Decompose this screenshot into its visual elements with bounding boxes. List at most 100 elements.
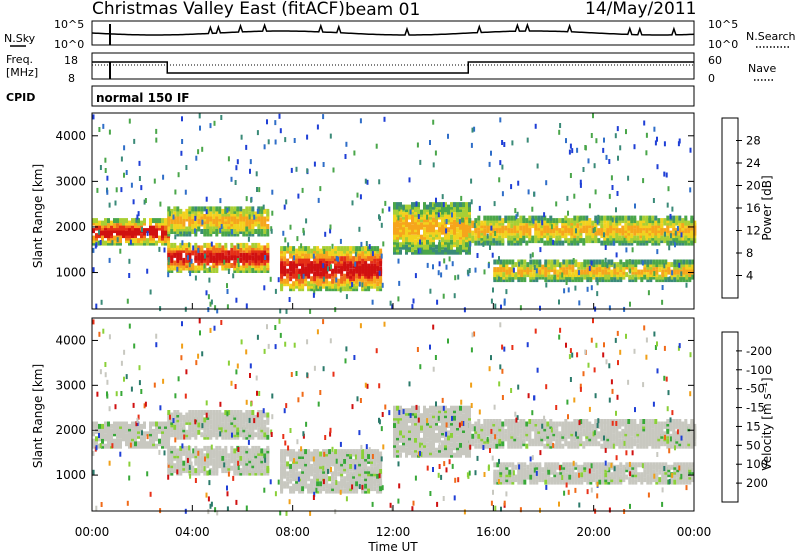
- power-noise-cell: [358, 226, 361, 232]
- power-cell: [673, 277, 677, 283]
- velocity-cell: [289, 478, 293, 484]
- power-cell: [263, 216, 267, 222]
- power-cell: [499, 262, 503, 268]
- power-cell: [355, 273, 359, 279]
- power-noise-cell: [287, 242, 290, 248]
- power-noise-cell: [130, 182, 133, 188]
- power-cell: [215, 229, 219, 234]
- power-noise-cell: [249, 168, 251, 174]
- power-noise-cell: [185, 165, 188, 170]
- power-cell: [149, 225, 152, 231]
- power-noise-cell: [447, 133, 449, 139]
- velocity-cell: [212, 410, 216, 415]
- power-noise-cell: [269, 276, 272, 282]
- power-cell: [414, 234, 417, 240]
- power-cell: [337, 278, 341, 284]
- power-noise-cell: [213, 120, 216, 126]
- power-noise-cell: [380, 253, 383, 259]
- power-cell: [537, 215, 541, 221]
- power-cell: [666, 235, 670, 241]
- power-cell: [399, 217, 402, 223]
- velocity-cell: [414, 442, 417, 448]
- power-noise-cell: [248, 214, 251, 220]
- power-cell: [688, 262, 692, 268]
- power-noise-cell: [492, 287, 494, 293]
- power-cell: [233, 250, 237, 256]
- power-noise-cell: [569, 143, 572, 149]
- power-noise-cell: [279, 128, 282, 134]
- velocity-cell: [167, 410, 171, 415]
- power-cell: [540, 215, 544, 221]
- power-noise-cell: [416, 142, 419, 148]
- power-noise-cell: [245, 144, 248, 150]
- power-cell: [361, 266, 365, 272]
- power-cell: [441, 217, 444, 223]
- power-cell: [257, 216, 261, 222]
- power-noise-cell: [663, 171, 666, 177]
- velocity-cell: [254, 432, 258, 438]
- power-cell: [511, 259, 515, 265]
- power-cell: [155, 218, 158, 224]
- power-noise-cell: [426, 262, 429, 268]
- power-cell: [553, 262, 557, 268]
- power-noise-cell: [572, 258, 575, 263]
- velocity-cell: [143, 431, 146, 437]
- power-cell: [591, 233, 595, 239]
- power-noise-cell: [220, 224, 223, 229]
- velocity-cell: [423, 405, 426, 411]
- power-cell: [396, 227, 399, 233]
- power-noise-cell: [383, 116, 386, 122]
- velocity-cell: [328, 449, 332, 455]
- power-noise-cell: [669, 233, 672, 239]
- velocity-cell: [435, 418, 438, 424]
- power-cell: [310, 253, 314, 259]
- power-cell: [176, 260, 180, 266]
- power-noise-cell: [529, 253, 532, 259]
- velocity-cell: [328, 468, 332, 474]
- power-cell: [266, 263, 270, 268]
- power-noise-cell: [375, 143, 378, 149]
- power-noise-cell: [235, 297, 238, 303]
- power-cell: [523, 259, 527, 265]
- power-cell: [649, 259, 653, 265]
- power-cell: [456, 202, 459, 208]
- power-cell: [444, 202, 447, 208]
- velocity-cell: [131, 441, 134, 447]
- velocity-cell: [236, 422, 240, 428]
- power-cell: [224, 255, 228, 261]
- power-cell: [248, 211, 252, 217]
- power-cell: [585, 215, 589, 221]
- power-cell: [355, 261, 359, 267]
- power-cell: [492, 238, 496, 244]
- power-cell: [242, 260, 246, 266]
- power-noise-cell: [629, 268, 632, 274]
- velocity-cell: [447, 430, 450, 436]
- power-cell: [417, 237, 420, 243]
- velocity-cell: [206, 470, 210, 476]
- power-noise-cell: [153, 178, 156, 184]
- power-noise-cell: [578, 270, 580, 276]
- power-cell: [155, 240, 158, 246]
- y-tick-label: 4000: [55, 129, 86, 143]
- power-noise-cell: [663, 141, 666, 147]
- velocity-cell: [459, 442, 462, 448]
- power-noise-cell: [575, 228, 577, 234]
- power-cell: [508, 277, 512, 283]
- power-cell: [435, 249, 438, 255]
- power-cell: [586, 267, 590, 273]
- power-noise-cell: [592, 228, 595, 234]
- power-cell: [194, 219, 198, 224]
- power-cell: [185, 242, 189, 248]
- power-noise-cell: [125, 170, 128, 175]
- power-cell: [182, 260, 186, 266]
- velocity-cell: [221, 434, 225, 440]
- power-cell: [239, 206, 243, 212]
- power-cell: [495, 215, 499, 221]
- velocity-cell: [209, 429, 213, 435]
- power-cell: [507, 215, 511, 221]
- power-noise-cell: [104, 157, 107, 163]
- power-cell: [531, 215, 535, 221]
- power-cell: [319, 271, 323, 277]
- velocity-cell: [355, 449, 359, 455]
- power-cell: [337, 268, 341, 274]
